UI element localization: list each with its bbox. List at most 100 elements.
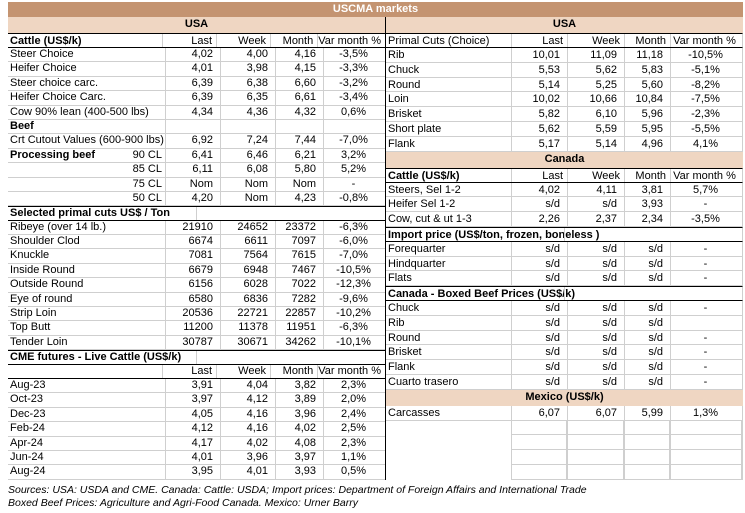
col-header: Var month % <box>317 34 385 47</box>
table-row: Knuckle 7081 7564 7615 -7,0% <box>8 249 385 264</box>
cell-value <box>567 420 624 436</box>
cell-value: 4,01 <box>220 465 275 479</box>
cell-value: 6,38 <box>220 76 275 91</box>
table-row: Flats s/d s/d s/d - <box>386 271 743 287</box>
cell-value: 2,0% <box>323 393 385 407</box>
cell-value: 11378 <box>220 321 275 335</box>
cell-value: 6,07 <box>511 405 567 420</box>
table-row: Aug-24 3,95 4,01 3,93 0,5% <box>8 465 385 480</box>
cell-value: 6,39 <box>165 91 220 105</box>
cell-value: 4,02 <box>165 48 220 62</box>
cell-value <box>670 435 742 451</box>
table-row: Short plate 5,62 5,59 5,95 -5,5% <box>386 121 743 137</box>
table-row: Steer Choice 4,02 4,00 4,16 -3,5% <box>8 48 385 63</box>
table-row: Strip Loin 20536 22721 22857 -10,2% <box>8 307 385 322</box>
row-label: Apr-24 <box>10 436 44 449</box>
cell-value: 6679 <box>165 263 220 278</box>
cell-value <box>567 464 624 480</box>
table-row <box>386 464 743 480</box>
cell-value <box>567 435 624 451</box>
cell-value: s/d <box>567 374 624 389</box>
cell-value: -7,0% <box>323 249 385 263</box>
cell-value: 5,7% <box>670 182 742 197</box>
cell-value: Nom <box>275 177 323 191</box>
cell-value: 3,97 <box>275 450 323 465</box>
row-label <box>386 450 511 465</box>
cell-value: 4,34 <box>165 105 220 119</box>
cell-value: 4,02 <box>511 182 567 197</box>
cell-value: 4,23 <box>275 191 323 206</box>
cell-value: Nom <box>165 177 220 191</box>
cell-value: 2,34 <box>624 212 670 226</box>
table-row: Flank s/d s/d s/d - <box>386 360 743 375</box>
col-header: Last <box>162 34 216 47</box>
cell-value: s/d <box>567 256 624 271</box>
cell-value: 4,17 <box>165 436 220 450</box>
cell-value: -3,5% <box>323 48 385 62</box>
table-row: Last Week Month Var month % <box>8 364 385 379</box>
cell-value: s/d <box>624 300 670 315</box>
cell-value: 10,02 <box>511 92 567 107</box>
row-label: Short plate <box>388 122 442 135</box>
cell-value: -10,5% <box>670 48 742 62</box>
table-row: Loin 10,02 10,66 10,84 -7,5% <box>386 92 743 108</box>
cell-value: 4,08 <box>275 436 323 450</box>
table-row: Rib 10,01 11,09 11,18 -10,5% <box>386 48 743 63</box>
cell-value <box>563 227 743 241</box>
cell-value: s/d <box>567 315 624 330</box>
cell-value: - <box>670 345 742 360</box>
cell-value: 6,41 <box>165 148 220 163</box>
cell-value: 2,26 <box>511 212 567 226</box>
col-header: Month <box>624 34 670 47</box>
col-header: Var month % <box>317 364 385 378</box>
cell-value: - <box>670 374 742 389</box>
cell-value: 6,11 <box>165 163 220 177</box>
cell-value: 4,02 <box>275 422 323 436</box>
cell-value: 3,91 <box>165 378 220 393</box>
row-sublabel: 90 CL <box>132 148 162 161</box>
cell-value: 34262 <box>275 335 323 350</box>
row-label: Jun-24 <box>10 450 44 463</box>
cell-value: - <box>670 241 742 256</box>
table-row: USA <box>386 17 743 33</box>
cell-value: 2,4% <box>323 407 385 422</box>
cell-value: -6,3% <box>323 321 385 335</box>
row-label: Chuck <box>388 63 420 76</box>
row-label <box>386 421 511 436</box>
cell-value: 22721 <box>220 307 275 321</box>
row-label <box>386 435 511 450</box>
cell-value: s/d <box>624 271 670 286</box>
cell-value <box>511 435 567 451</box>
cell-value: 5,62 <box>567 62 624 77</box>
cell-value: 3,2% <box>323 148 385 163</box>
cell-value: -10,5% <box>323 263 385 278</box>
cell-value: -5,1% <box>670 62 742 77</box>
region-band-label: USA <box>184 18 209 30</box>
row-label: Ribeye (over 14 lb.) <box>10 220 106 233</box>
table-row: Canada - Boxed Beef Prices (US$/k) <box>386 286 743 301</box>
cell-value: s/d <box>511 374 567 389</box>
row-label: Heifer Sel 1-2 <box>388 198 456 211</box>
cell-value: 1,1% <box>323 450 385 465</box>
table-row: Processing beef 90 CL 6,41 6,46 6,21 3,2% <box>8 148 385 164</box>
cell-value: 6,60 <box>275 76 323 91</box>
row-label: Beef <box>10 119 34 132</box>
cell-value: 30787 <box>165 335 220 350</box>
cell-value: 5,14 <box>567 136 624 151</box>
cell-value: 4,12 <box>220 393 275 407</box>
cell-value: 5,80 <box>275 163 323 177</box>
table-row: Cow, cut & ut 1-3 2,26 2,37 2,34 -3,5% <box>386 212 743 227</box>
table-row: Tender Loin 30787 30671 34262 -10,1% <box>8 335 385 351</box>
col-header: Month <box>270 34 317 47</box>
cell-value: s/d <box>567 271 624 286</box>
cell-value: 4,20 <box>165 191 220 206</box>
row-label: Top Butt <box>10 321 51 334</box>
table-row: Hindquarter s/d s/d s/d - <box>386 256 743 272</box>
cell-value: s/d <box>624 256 670 271</box>
cell-value: 6948 <box>220 263 275 278</box>
table-row: Mexico (US$/k) <box>386 389 743 406</box>
table-row: Steer choice carc. 6,39 6,38 6,60 -3,2% <box>8 76 385 92</box>
row-label: Steer choice carc. <box>10 76 99 89</box>
row-label: Rib <box>388 49 405 61</box>
